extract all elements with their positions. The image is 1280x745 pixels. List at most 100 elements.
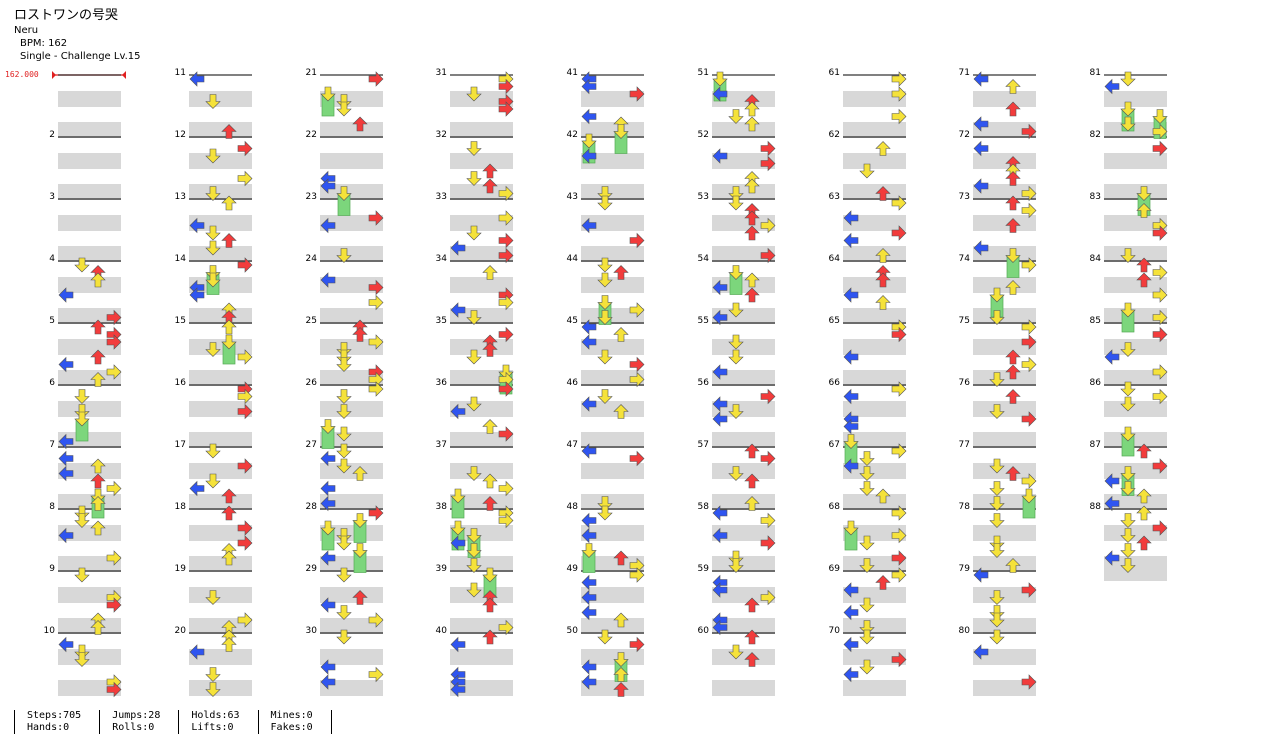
- up-arrow-note: [1005, 280, 1021, 295]
- lane-stripe: [712, 308, 775, 324]
- right-arrow-note: [498, 101, 514, 117]
- lane-stripe: [320, 153, 383, 169]
- down-arrow-note: [989, 458, 1005, 474]
- lane-stripe: [973, 308, 1036, 324]
- up-arrow-note: [352, 590, 368, 605]
- measure-number: 9: [49, 564, 55, 574]
- right-arrow-note: [498, 512, 514, 529]
- left-arrow-note: [712, 309, 728, 326]
- stat-holds: Holds:63: [191, 710, 240, 721]
- down-arrow-note: [205, 272, 221, 288]
- up-arrow-note: [482, 178, 498, 194]
- down-arrow-note: [597, 186, 613, 201]
- measure-number: 82: [1090, 130, 1101, 140]
- lane-stripe: [712, 339, 775, 355]
- right-arrow-note: [237, 257, 253, 273]
- measure-number: 6: [49, 378, 55, 388]
- left-arrow-note: [581, 589, 597, 606]
- bpm-change-label: 162.000: [5, 70, 39, 79]
- lane-stripe: [712, 277, 775, 293]
- down-arrow-note: [728, 550, 744, 566]
- down-arrow-note: [989, 310, 1005, 325]
- left-arrow-note: [581, 396, 597, 412]
- lane-stripe: [58, 556, 121, 572]
- down-arrow-note: [989, 629, 1005, 645]
- down-arrow-note: [728, 195, 744, 211]
- lane-stripe: [973, 618, 1036, 634]
- measure-number: 77: [959, 440, 970, 450]
- up-arrow-note: [1136, 272, 1152, 288]
- left-arrow-note: [320, 495, 336, 512]
- right-arrow-note: [891, 443, 907, 459]
- measure-number: 7: [49, 440, 55, 450]
- down-arrow-note: [205, 265, 221, 280]
- down-arrow-note: [989, 287, 1005, 303]
- lane-stripe: [58, 153, 121, 169]
- down-arrow-note: [1120, 302, 1136, 318]
- down-arrow-note: [597, 272, 613, 288]
- right-arrow-note: [1152, 388, 1168, 405]
- lane-stripe: [450, 122, 513, 138]
- down-arrow-note: [728, 186, 744, 201]
- lane-stripe: [1104, 246, 1167, 262]
- left-arrow-note: [581, 78, 597, 95]
- down-arrow-note: [1120, 466, 1136, 481]
- right-arrow-note: [498, 294, 514, 311]
- right-arrow-note: [760, 247, 776, 264]
- left-arrow-note: [320, 450, 336, 467]
- measure-number: 61: [829, 68, 840, 78]
- stat-fakes: Fakes:0: [270, 722, 313, 733]
- right-arrow-note: [1021, 123, 1037, 140]
- up-arrow-note: [482, 597, 498, 613]
- lane-stripe: [189, 153, 252, 169]
- lane-stripe: [1104, 401, 1167, 417]
- lane-stripe: [712, 401, 775, 417]
- measure-number: 86: [1090, 378, 1102, 388]
- lane-stripe: [58, 649, 121, 665]
- lane-stripe: [320, 184, 383, 200]
- down-arrow-note: [597, 310, 613, 325]
- left-arrow-note: [320, 480, 336, 497]
- down-arrow-note: [1120, 426, 1136, 442]
- left-arrow-note: [581, 574, 597, 591]
- lane-stripe: [450, 432, 513, 448]
- lane-stripe: [320, 215, 383, 231]
- measure-number: 10: [44, 626, 56, 636]
- right-arrow-note: [1152, 123, 1168, 140]
- lane-stripe: [189, 618, 252, 634]
- down-arrow-note: [205, 443, 221, 459]
- right-arrow-note: [1152, 225, 1168, 241]
- right-arrow-note: [891, 550, 907, 566]
- left-arrow-note: [581, 527, 597, 544]
- measure-number: 53: [698, 192, 709, 202]
- measure-number: 72: [959, 130, 970, 140]
- left-arrow-note: [58, 356, 74, 373]
- down-arrow-note: [74, 411, 90, 427]
- lane-stripe: [712, 370, 775, 386]
- down-arrow-note: [352, 543, 368, 558]
- up-arrow-note: [221, 505, 237, 521]
- down-arrow-note: [466, 528, 482, 543]
- measure-number: 73: [959, 192, 970, 202]
- left-arrow-note: [581, 659, 597, 675]
- measure-number: 64: [829, 254, 841, 264]
- down-arrow-note: [1120, 116, 1136, 132]
- down-arrow-note: [205, 667, 221, 682]
- measure-number: 14: [175, 254, 187, 264]
- up-arrow-note: [875, 248, 891, 263]
- up-arrow-note: [1136, 257, 1152, 273]
- right-arrow-note: [237, 140, 253, 157]
- measure-number: 42: [567, 130, 578, 140]
- lane-stripe: [189, 184, 252, 200]
- down-arrow-note: [336, 426, 352, 442]
- stat-lifts: Lifts:0: [191, 722, 234, 733]
- down-arrow-note: [1152, 109, 1168, 124]
- stat-group-mines: Mines:0 Fakes:0: [257, 710, 332, 734]
- measure-number: 85: [1090, 316, 1101, 326]
- up-arrow-note: [1005, 171, 1021, 186]
- stat-jumps: Jumps:28: [112, 710, 161, 721]
- down-arrow-note: [74, 644, 90, 660]
- down-arrow-note: [336, 404, 352, 419]
- down-arrow-note: [843, 434, 859, 449]
- lane-stripe: [58, 525, 121, 541]
